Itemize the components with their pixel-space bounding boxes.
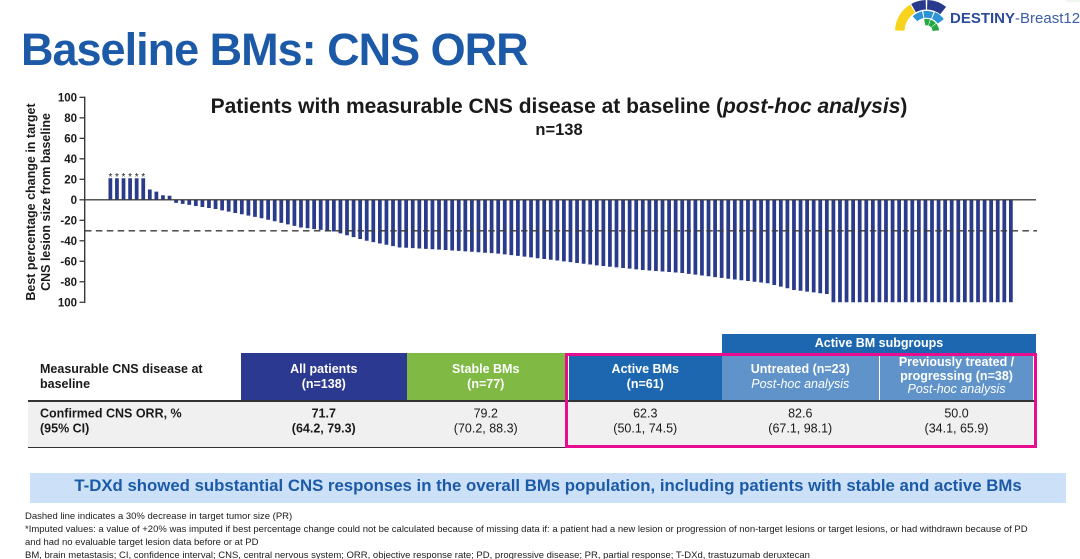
svg-text:60: 60 [64, 134, 77, 146]
svg-text:*: * [115, 172, 119, 183]
svg-text:*: * [135, 172, 139, 183]
svg-text:20: 20 [64, 175, 77, 187]
svg-text:-80: -80 [60, 277, 77, 289]
svg-text:100: 100 [58, 93, 77, 105]
svg-text:*: * [141, 172, 145, 183]
svg-text:DESTINY-Breast12: DESTINY-Breast12 [950, 10, 1080, 27]
svg-text:100: 100 [58, 297, 77, 309]
svg-text:40: 40 [64, 154, 77, 166]
svg-text:*: * [122, 172, 126, 183]
svg-text:-40: -40 [60, 236, 77, 248]
svg-text:*: * [128, 172, 132, 183]
svg-text:0: 0 [71, 195, 77, 207]
svg-text:-20: -20 [60, 215, 77, 227]
svg-text:80: 80 [64, 113, 77, 125]
svg-text:-60: -60 [60, 256, 77, 268]
svg-text:*: * [108, 172, 112, 183]
